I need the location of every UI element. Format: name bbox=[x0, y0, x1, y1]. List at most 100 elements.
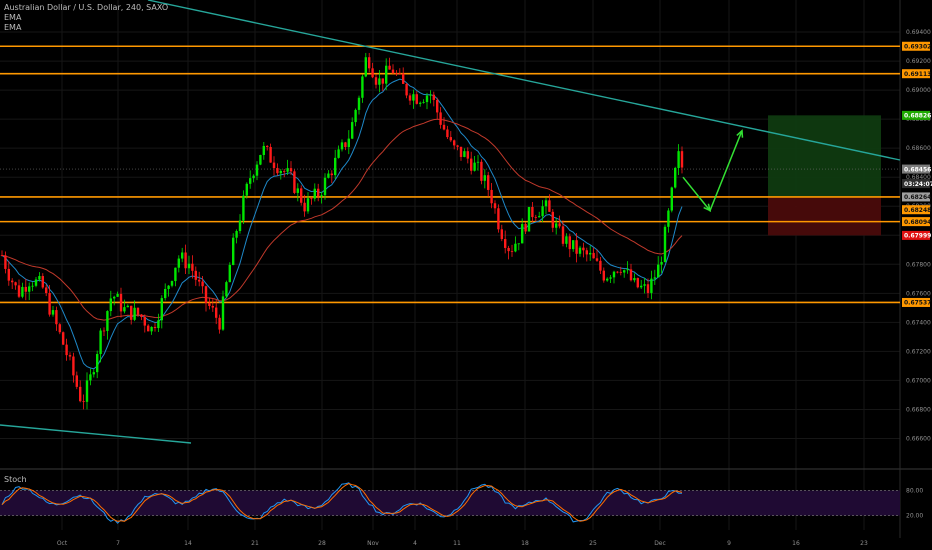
candle-body bbox=[330, 173, 333, 176]
candle-body bbox=[517, 243, 520, 245]
candle-body bbox=[238, 220, 242, 231]
candle-body bbox=[456, 145, 459, 147]
candle-body bbox=[177, 258, 180, 268]
candle-body bbox=[609, 277, 612, 279]
candle-body bbox=[619, 271, 622, 273]
candle-body bbox=[153, 326, 157, 329]
candle-body bbox=[293, 171, 296, 193]
candle-body bbox=[606, 278, 609, 281]
candle-body bbox=[504, 239, 507, 248]
price-tag bbox=[902, 69, 930, 79]
candle-body bbox=[334, 157, 337, 176]
candle-body bbox=[28, 286, 31, 292]
price-tag-label: 0.68826 bbox=[904, 113, 931, 120]
candle-body bbox=[497, 208, 500, 230]
price-tag bbox=[902, 205, 930, 215]
symbol-title: Australian Dollar / U.S. Dollar, 240, SA… bbox=[4, 3, 169, 12]
candle-body bbox=[674, 167, 677, 188]
candle-body bbox=[633, 278, 636, 281]
candle-body bbox=[194, 270, 197, 280]
time-axis[interactable]: Oct 7 14 21 28 Nov 4 11 18 25 Dec 9 16 23 bbox=[57, 540, 868, 547]
stoch-label[interactable]: Stoch bbox=[4, 475, 27, 484]
candle-body bbox=[361, 76, 364, 98]
candle-body bbox=[578, 247, 582, 254]
candle-body bbox=[527, 206, 531, 232]
price-tag-label: 0.68248 bbox=[904, 207, 931, 214]
candle-body bbox=[58, 324, 61, 333]
price-axis-label: 0.67600 bbox=[906, 290, 931, 297]
candle-body bbox=[130, 305, 133, 320]
candle-body bbox=[296, 188, 299, 193]
candle-body bbox=[623, 270, 626, 273]
candle-body bbox=[208, 303, 211, 307]
price-axis-label: 0.67800 bbox=[906, 261, 931, 268]
arrow-head-down bbox=[703, 203, 712, 212]
candle-body bbox=[419, 102, 422, 104]
candle-body bbox=[34, 279, 38, 286]
arrow-head-up bbox=[736, 129, 744, 138]
horizontal-levels[interactable] bbox=[0, 45, 900, 304]
candle-body bbox=[51, 310, 55, 315]
price-axis-label: 0.67400 bbox=[906, 319, 931, 326]
candle-body bbox=[7, 268, 10, 281]
candle-body bbox=[402, 73, 405, 84]
candle-body bbox=[201, 281, 204, 287]
grid bbox=[0, 0, 932, 538]
candle-body bbox=[371, 68, 374, 78]
candle-body bbox=[459, 146, 463, 157]
candle-body bbox=[357, 97, 361, 110]
candle-body bbox=[344, 142, 347, 148]
candle-body bbox=[582, 247, 585, 251]
candle-body bbox=[670, 187, 673, 211]
candle-body bbox=[449, 137, 452, 141]
projection-arrows[interactable] bbox=[682, 129, 744, 213]
stoch-axis-label: 20.00 bbox=[906, 513, 923, 520]
candle-body bbox=[551, 211, 554, 228]
candle-body bbox=[14, 282, 17, 286]
time-axis-label: 25 bbox=[589, 540, 597, 547]
candle-body bbox=[300, 188, 303, 203]
time-axis-label: 9 bbox=[727, 540, 731, 547]
candle-body bbox=[589, 252, 592, 255]
candle-body bbox=[374, 77, 378, 85]
time-axis-label: Nov bbox=[367, 540, 379, 547]
candle-body bbox=[398, 73, 401, 75]
price-axis-label: 0.66800 bbox=[906, 406, 931, 413]
price-tag bbox=[902, 217, 930, 227]
candle-body bbox=[48, 293, 51, 315]
candle-body bbox=[269, 146, 272, 163]
candle-body bbox=[72, 356, 75, 376]
ema-slow-line bbox=[1, 118, 683, 321]
candle-body bbox=[126, 305, 129, 308]
candle-body bbox=[378, 78, 381, 85]
candle-body bbox=[245, 183, 248, 196]
ema-lines bbox=[1, 78, 683, 370]
candle-body bbox=[232, 237, 235, 265]
candle-body bbox=[585, 250, 588, 255]
candle-body bbox=[38, 276, 41, 280]
trendlines[interactable] bbox=[0, 0, 901, 444]
candle-body bbox=[653, 277, 656, 279]
candle-body bbox=[473, 162, 476, 171]
candle-body bbox=[385, 65, 388, 84]
candle-body bbox=[347, 138, 350, 148]
candle-body bbox=[75, 375, 78, 387]
price-axis-label: 0.67200 bbox=[906, 348, 931, 355]
candle-body bbox=[541, 206, 544, 217]
candle-body bbox=[561, 226, 565, 244]
price-tag bbox=[902, 230, 930, 240]
candle-body bbox=[599, 260, 602, 271]
candle-body bbox=[487, 175, 490, 190]
indicator-ema-1[interactable]: EMA bbox=[4, 13, 22, 22]
price-axis-label: 0.68400 bbox=[906, 174, 931, 181]
stoch-d-line bbox=[1, 483, 683, 522]
candle-body bbox=[164, 288, 167, 299]
candle-body bbox=[436, 99, 439, 113]
time-axis-label: 28 bbox=[318, 540, 326, 547]
candle-body bbox=[429, 94, 432, 96]
candle-body bbox=[310, 198, 313, 200]
indicator-ema-2[interactable]: EMA bbox=[4, 23, 22, 32]
candle-body bbox=[646, 284, 650, 293]
candle-body bbox=[170, 281, 174, 286]
